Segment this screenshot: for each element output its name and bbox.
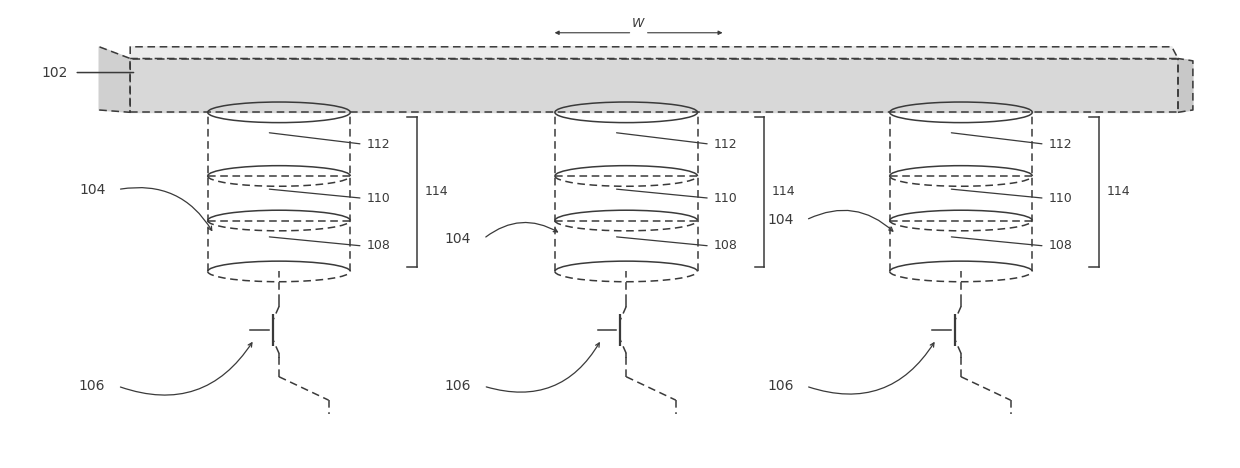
Polygon shape: [130, 58, 1178, 112]
Text: $W$: $W$: [631, 17, 646, 30]
Text: 112: 112: [714, 138, 738, 151]
Text: 114: 114: [771, 185, 796, 198]
Text: 108: 108: [1049, 240, 1073, 252]
Text: 108: 108: [714, 240, 738, 252]
Polygon shape: [1178, 58, 1193, 112]
Text: 112: 112: [1049, 138, 1073, 151]
Text: 110: 110: [367, 192, 391, 205]
Text: 110: 110: [1049, 192, 1073, 205]
Text: 106: 106: [445, 379, 471, 393]
Text: 110: 110: [714, 192, 738, 205]
Text: 114: 114: [1107, 185, 1131, 198]
Text: 104: 104: [445, 232, 471, 246]
Polygon shape: [130, 47, 1178, 58]
Text: 104: 104: [768, 213, 794, 227]
Text: 106: 106: [79, 379, 105, 393]
Text: 104: 104: [79, 183, 105, 197]
Text: 112: 112: [367, 138, 391, 151]
Text: 114: 114: [424, 185, 449, 198]
Polygon shape: [99, 47, 130, 112]
Text: 108: 108: [367, 240, 391, 252]
Text: 102: 102: [42, 66, 68, 80]
Text: 106: 106: [768, 379, 794, 393]
